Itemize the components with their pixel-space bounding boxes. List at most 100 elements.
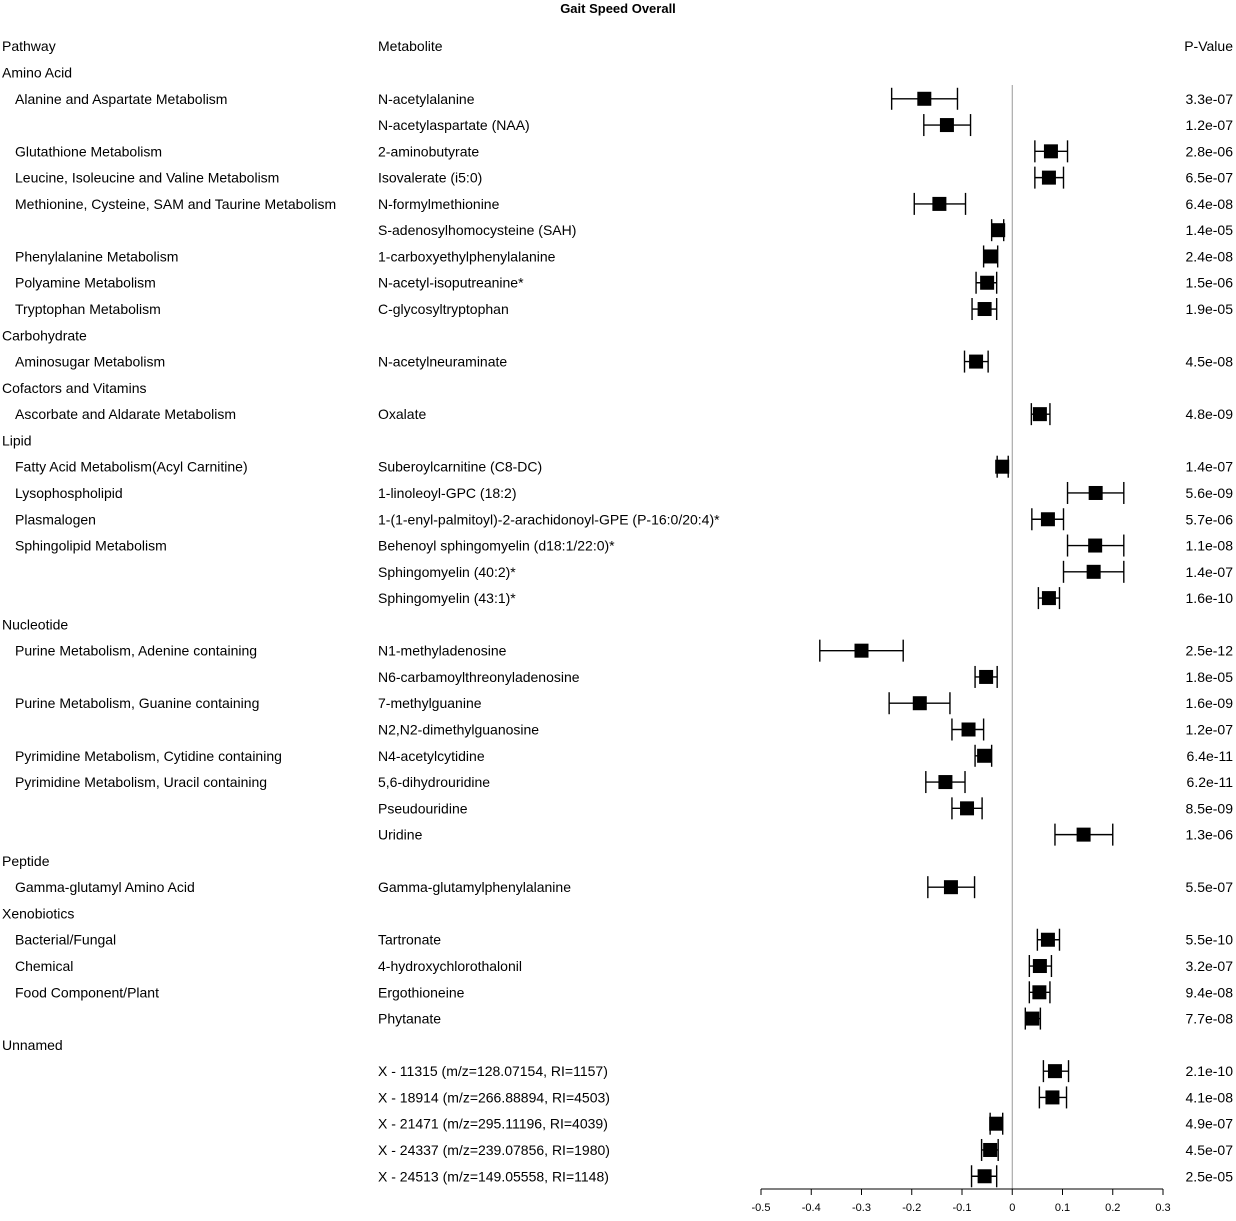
- p-value-label: 6.4e-11: [1187, 748, 1234, 764]
- metabolite-label: Pseudouridine: [378, 800, 468, 816]
- metabolite-label: 1-linoleoyl-GPC (18:2): [378, 485, 517, 501]
- pathway-category-label: Carbohydrate: [2, 327, 87, 343]
- metabolite-label: Gamma-glutamylphenylalanine: [378, 879, 571, 895]
- p-value-label: 1.9e-05: [1186, 301, 1234, 317]
- metabolite-label: N-formylmethionine: [378, 196, 500, 212]
- estimate-marker: [969, 354, 984, 369]
- sub-pathway-label: Phenylalanine Metabolism: [15, 248, 178, 264]
- x-tick-label: -0.2: [902, 1202, 921, 1214]
- estimate-marker: [854, 643, 869, 658]
- p-value-label: 6.5e-07: [1186, 170, 1234, 186]
- pathway-category-label: Unnamed: [2, 1037, 63, 1053]
- estimate-marker: [980, 275, 995, 290]
- estimate-marker: [932, 196, 947, 211]
- pathway-category-label: Cofactors and Vitamins: [2, 380, 146, 396]
- x-tick-label: -0.4: [802, 1202, 821, 1214]
- p-value-label: 1.2e-07: [1186, 117, 1234, 133]
- rows-layer: Amino Acid Alanine and Aspartate Metaboli…: [2, 65, 1234, 1189]
- sub-pathway-label: Methionine, Cysteine, SAM and Taurine Me…: [15, 196, 336, 212]
- metabolite-label: N-acetylaspartate (NAA): [378, 117, 530, 133]
- metabolite-label: Phytanate: [378, 1011, 441, 1027]
- estimate-marker: [977, 748, 992, 763]
- metabolite-label: X - 11315 (m/z=128.07154, RI=1157): [378, 1063, 608, 1079]
- estimate-marker: [1041, 170, 1056, 185]
- sub-pathway-label: Purine Metabolism, Guanine containing: [15, 695, 259, 711]
- metabolite-label: Sphingomyelin (40:2)*: [378, 564, 516, 580]
- sub-pathway-label: Aminosugar Metabolism: [15, 354, 165, 370]
- x-tick-label: 0.2: [1105, 1202, 1120, 1214]
- p-value-label: 2.8e-06: [1186, 143, 1234, 159]
- estimate-marker: [912, 696, 927, 711]
- sub-pathway-label: Polyamine Metabolism: [15, 275, 156, 291]
- p-value-label: 1.4e-07: [1186, 459, 1234, 475]
- metabolite-label: Sphingomyelin (43:1)*: [378, 590, 516, 606]
- p-value-label: 2.4e-08: [1186, 248, 1234, 264]
- p-value-label: 2.1e-10: [1186, 1063, 1234, 1079]
- sub-pathway-label: Alanine and Aspartate Metabolism: [15, 91, 227, 107]
- metabolite-label: 4-hydroxychlorothalonil: [378, 958, 522, 974]
- metabolite-label: X - 21471 (m/z=295.11196, RI=4039): [378, 1116, 608, 1132]
- estimate-marker: [1032, 959, 1047, 974]
- chart-title: Gait Speed Overall: [560, 1, 676, 16]
- p-value-label: 4.1e-08: [1186, 1089, 1234, 1105]
- sub-pathway-label: Lysophospholipid: [15, 485, 123, 501]
- metabolite-label: 2-aminobutyrate: [378, 143, 479, 159]
- p-value-label: 4.8e-09: [1186, 406, 1234, 422]
- x-axis: -0.5 -0.4 -0.3 -0.2 -0.1 0 0.1 0.2 0.3: [752, 1188, 1171, 1214]
- estimate-marker: [1047, 1064, 1062, 1079]
- metabolite-label: C-glycosyltryptophan: [378, 301, 509, 317]
- metabolite-label: X - 24337 (m/z=239.07856, RI=1980): [378, 1142, 610, 1158]
- p-value-label: 5.5e-07: [1186, 879, 1234, 895]
- p-value-label: 6.2e-11: [1187, 774, 1234, 790]
- metabolite-label: Behenoyl sphingomyelin (d18:1/22:0)*: [378, 538, 615, 554]
- p-value-label: 2.5e-05: [1186, 1168, 1234, 1184]
- metabolite-label: 1-carboxyethylphenylalanine: [378, 248, 556, 264]
- sub-pathway-label: Pyrimidine Metabolism, Cytidine containi…: [15, 748, 282, 764]
- sub-pathway-label: Bacterial/Fungal: [15, 932, 116, 948]
- sub-pathway-label: Food Component/Plant: [15, 984, 159, 1000]
- estimate-marker: [983, 1142, 998, 1157]
- p-value-label: 1.6e-10: [1186, 590, 1234, 606]
- p-value-label: 4.5e-07: [1186, 1142, 1234, 1158]
- p-value-label: 1.4e-05: [1186, 222, 1234, 238]
- estimate-marker: [1040, 512, 1055, 527]
- metabolite-label: Suberoylcarnitine (C8-DC): [378, 459, 542, 475]
- sub-pathway-label: Sphingolipid Metabolism: [15, 538, 167, 554]
- estimate-marker: [989, 1116, 1004, 1131]
- sub-pathway-label: Ascorbate and Aldarate Metabolism: [15, 406, 236, 422]
- estimate-marker: [961, 722, 976, 737]
- estimate-marker: [943, 880, 958, 895]
- pathway-column-header: Pathway: [2, 38, 56, 54]
- sub-pathway-label: Chemical: [15, 958, 73, 974]
- metabolite-label: 7-methylguanine: [378, 695, 482, 711]
- p-value-label: 2.5e-12: [1186, 643, 1234, 659]
- sub-pathway-label: Leucine, Isoleucine and Valine Metabolis…: [15, 170, 279, 186]
- p-value-label: 1.6e-09: [1186, 695, 1234, 711]
- estimate-marker: [1086, 564, 1101, 579]
- sub-pathway-label: Tryptophan Metabolism: [15, 301, 161, 317]
- p-value-label: 1.2e-07: [1186, 722, 1234, 738]
- p-value-label: 5.6e-09: [1186, 485, 1234, 501]
- estimate-marker: [983, 249, 998, 264]
- metabolite-label: N-acetylalanine: [378, 91, 475, 107]
- x-tick-label: 0.1: [1055, 1202, 1070, 1214]
- estimate-marker: [1043, 144, 1058, 159]
- x-tick-label: 0: [1009, 1202, 1015, 1214]
- p-value-label: 1.4e-07: [1186, 564, 1234, 580]
- p-value-label: 5.5e-10: [1186, 932, 1234, 948]
- sub-pathway-label: Plasmalogen: [15, 511, 96, 527]
- p-value-label: 4.9e-07: [1186, 1116, 1234, 1132]
- metabolite-label: N4-acetylcytidine: [378, 748, 485, 764]
- sub-pathway-label: Fatty Acid Metabolism(Acyl Carnitine): [15, 459, 248, 475]
- metabolite-label: N1-methyladenosine: [378, 643, 507, 659]
- metabolite-label: Ergothioneine: [378, 984, 465, 1000]
- p-value-label: 5.7e-06: [1186, 511, 1234, 527]
- pathway-category-label: Amino Acid: [2, 65, 72, 81]
- estimate-marker: [1040, 932, 1055, 947]
- estimate-marker: [1076, 827, 1091, 842]
- x-tick-label: 0.3: [1155, 1202, 1170, 1214]
- metabolite-column-header: Metabolite: [378, 38, 443, 54]
- sub-pathway-label: Pyrimidine Metabolism, Uracil containing: [15, 774, 267, 790]
- estimate-marker: [1032, 407, 1047, 422]
